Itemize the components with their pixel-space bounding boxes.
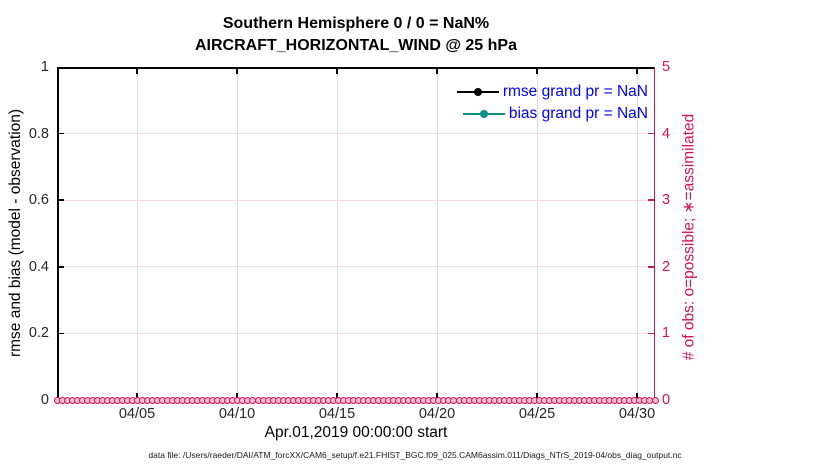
legend-label-rmse: rmse grand pr = NaN: [502, 83, 648, 100]
y-tick-right: [648, 132, 655, 135]
y-gridline: [57, 199, 655, 201]
x-tick-label: 04/10: [218, 406, 256, 422]
plot-area: rmse grand pr = NaN bias grand pr = NaN …: [29, 59, 670, 422]
x-tick-top: [536, 67, 538, 74]
y-tick-label-left: 0.2: [28, 325, 49, 342]
y-tick-right: [648, 332, 655, 335]
legend-label-bias: bias grand pr = NaN: [508, 105, 648, 122]
axis-right-border: [653, 67, 655, 400]
y-gridline: [57, 133, 655, 135]
x-tick-label: 04/05: [118, 406, 156, 422]
x-tick-top: [236, 67, 238, 74]
x-tick-label: 04/20: [418, 406, 456, 422]
y-tick-label-left: 0.6: [28, 192, 49, 209]
x-gridline: [636, 67, 638, 400]
y-tick-label-right: 3: [662, 192, 671, 209]
legend-line-bias-icon: [462, 110, 505, 118]
x-axis-label: Apr.01,2019 00:00:00 start: [264, 424, 448, 441]
y-tick-left: [57, 199, 64, 201]
plot-title-line2: AIRCRAFT_HORIZONTAL_WIND @ 25 hPa: [195, 37, 517, 54]
y-axis-label-left: rmse and bias (model - observation): [7, 108, 24, 358]
x-tick-label: 04/25: [518, 406, 556, 422]
y-tick-label-left: 0.8: [28, 125, 49, 142]
obs-marker: [651, 396, 659, 404]
y-tick-label-right: 2: [662, 258, 671, 275]
x-gridline: [436, 67, 438, 400]
y-tick-label-left: 0: [40, 392, 49, 408]
y-tick-label-right: 1: [662, 325, 671, 342]
plot-title: Southern Hemisphere 0 / 0 = NaN% AIRCRAF…: [57, 13, 655, 57]
y-tick-right: [648, 199, 655, 201]
data-file-caption: data file: /Users/raeder/DAI/ATM_forcXX/…: [148, 450, 682, 460]
legend-marker-rmse-icon: [473, 88, 482, 96]
x-gridline: [136, 67, 138, 400]
y-tick-label-left: 0.4: [28, 258, 49, 275]
x-tick-top: [136, 67, 138, 74]
y-tick-left: [57, 266, 64, 268]
y-tick-label-right: 4: [662, 125, 671, 142]
legend-line-rmse-icon: [456, 88, 499, 96]
x-tick-label: 04/30: [618, 406, 656, 422]
legend: rmse grand pr = NaN bias grand pr = NaN: [456, 81, 648, 125]
y-tick-left: [57, 332, 64, 335]
y-tick-left: [57, 132, 64, 135]
y-tick-right: [648, 266, 655, 268]
y-tick-label-left: 1: [40, 59, 49, 75]
x-tick-top: [436, 67, 438, 74]
x-gridline: [236, 67, 238, 400]
axis-left-border: [57, 67, 59, 400]
x-tick-top: [636, 67, 638, 74]
legend-item-rmse: rmse grand pr = NaN: [456, 81, 648, 103]
x-gridline: [536, 67, 538, 400]
y-axis-label-right: # of obs: o=possible; ∗=assimilated: [680, 113, 698, 361]
y-gridline: [57, 266, 655, 268]
x-tick-top: [336, 67, 338, 74]
legend-marker-bias-icon: [479, 110, 488, 118]
y-gridline: [57, 332, 655, 334]
y-tick-label-right: 5: [662, 59, 671, 75]
plot-title-line1: Southern Hemisphere 0 / 0 = NaN%: [222, 15, 490, 32]
axis-top-border: [57, 67, 655, 69]
x-tick-label: 04/15: [318, 406, 356, 422]
y-tick-label-right: 0: [662, 392, 671, 408]
legend-item-bias: bias grand pr = NaN: [457, 103, 648, 125]
x-gridline: [336, 67, 338, 400]
